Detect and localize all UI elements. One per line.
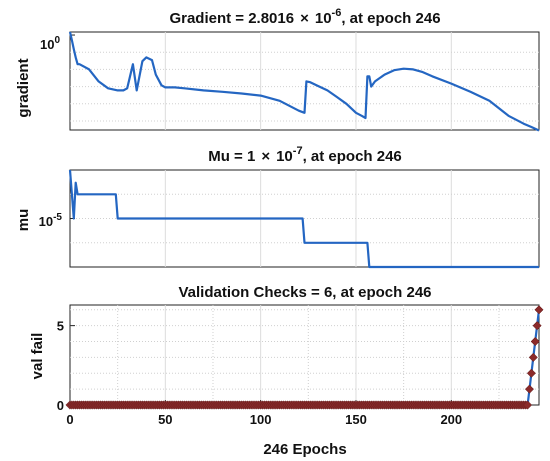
validation-point-marker <box>524 384 535 394</box>
validation-xtick-label: 150 <box>345 412 367 427</box>
validation-ytick-label: 5 <box>57 319 64 334</box>
validation-xtick-label: 0 <box>66 412 73 427</box>
validation-point-marker <box>532 321 542 331</box>
mu-series-line <box>68 169 539 269</box>
mu-ylabel: mu <box>15 209 32 232</box>
validation-xtick-label: 200 <box>440 412 462 427</box>
gradient-title-exp: -6 <box>332 7 342 19</box>
validation-xtick-label: 100 <box>250 412 272 427</box>
validation-ytick-label: 0 <box>57 398 64 413</box>
mu-ytick-base: 10 <box>39 214 53 229</box>
mu-title-times: × <box>261 148 270 165</box>
gradient-title-base: 10 <box>315 10 332 27</box>
mu-title: Mu = 1 × 10-7, at epoch 246 <box>208 145 402 165</box>
mu-ytick-label: 10-5 <box>39 212 63 229</box>
validation-xtick-label: 50 <box>158 412 172 427</box>
gradient-title-prefix: Gradient = 2.8016 <box>169 10 294 27</box>
mu-ytick-exp: -5 <box>53 212 62 223</box>
validation-title: Validation Checks = 6, at epoch 246 <box>178 284 431 301</box>
validation-point-marker <box>526 368 536 378</box>
validation-point-marker <box>523 400 533 410</box>
gradient-ytick-base: 10 <box>40 37 54 52</box>
gradient-title-times: × <box>300 10 309 27</box>
gradient-series-line <box>68 31 540 132</box>
gradient-panel: Gradient = 2.8016 × 10-6, at epoch 246 gra… <box>15 7 540 132</box>
gradient-grid <box>70 32 539 130</box>
mu-title-base: 10 <box>276 148 293 165</box>
mu-title-exp: -7 <box>293 145 303 157</box>
validation-xlabel: 246 Epochs <box>263 441 346 458</box>
gradient-ytick-exp: 0 <box>54 35 60 46</box>
validation-panel: Validation Checks = 6, at epoch 246 val … <box>29 284 544 458</box>
mu-title-prefix: Mu = 1 <box>208 148 255 165</box>
gradient-title: Gradient = 2.8016 × 10-6, at epoch 246 <box>169 7 440 27</box>
validation-markers <box>65 305 544 410</box>
validation-point-marker <box>530 336 540 347</box>
gradient-axes <box>69 31 540 131</box>
gradient-ytick-label: 100 <box>40 35 60 52</box>
gradient-title-suffix: , at epoch 246 <box>341 10 440 27</box>
gradient-ylabel: gradient <box>15 58 32 117</box>
validation-ylabel: val fail <box>29 333 46 380</box>
validation-axes <box>69 304 540 406</box>
validation-grid <box>70 305 539 405</box>
validation-point-marker <box>534 305 544 315</box>
mu-panel: Mu = 1 × 10-7, at epoch 246 mu 10-5 <box>15 145 540 269</box>
mu-title-suffix: , at epoch 246 <box>303 148 402 165</box>
validation-point-marker <box>528 352 538 362</box>
